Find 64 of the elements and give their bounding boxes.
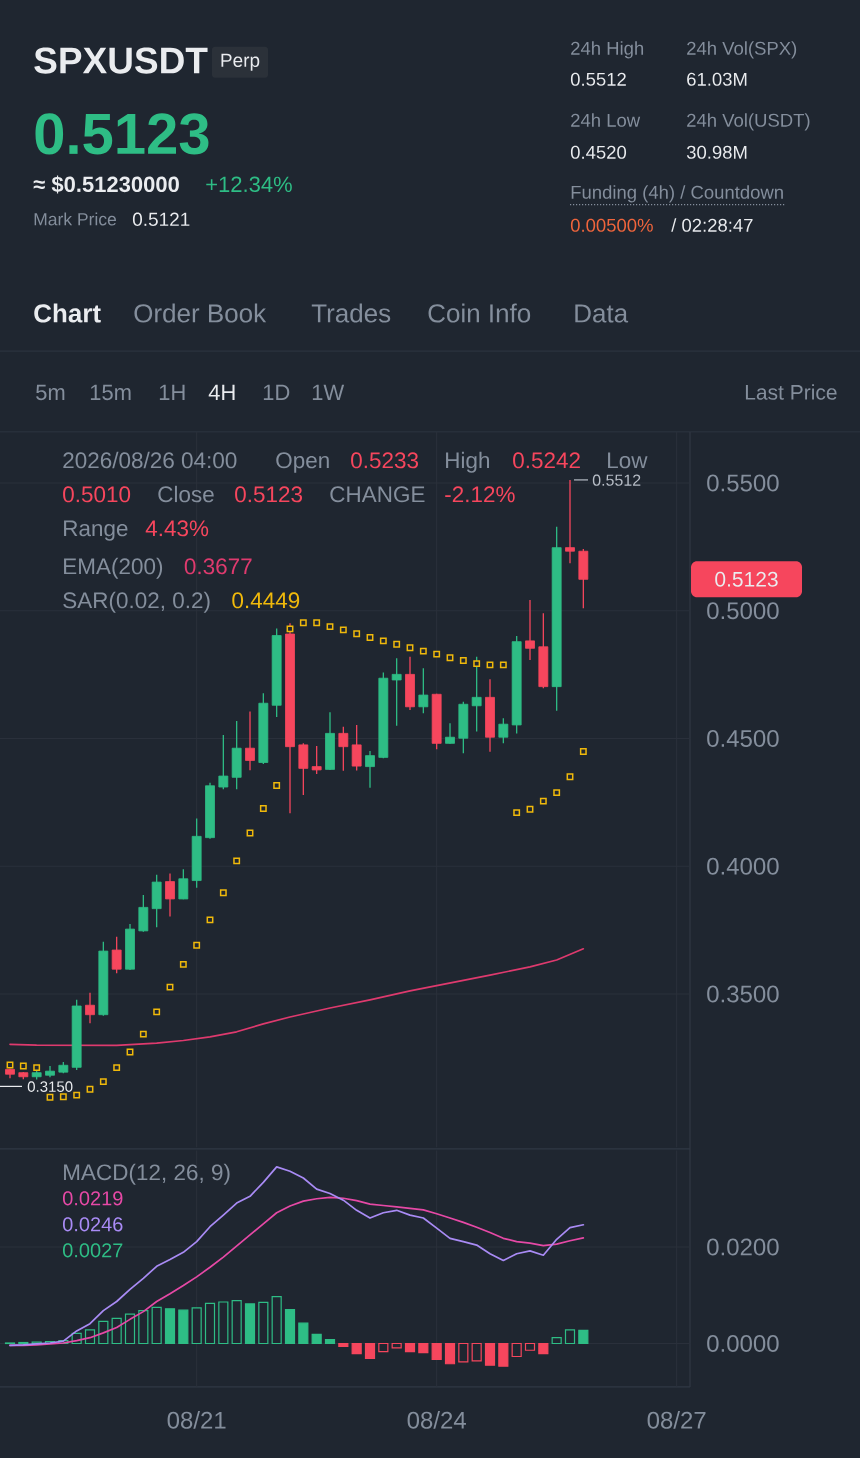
text: +12.34%	[206, 176, 292, 193]
text: ≈ $0.51230000	[33, 175, 179, 194]
text: 1D	[263, 384, 290, 400]
text: 0.5123	[35, 113, 209, 155]
annotation: 0.3150	[27, 1081, 73, 1092]
chart-title: SPXUSDT	[34, 47, 208, 74]
annotation: 0.0219	[62, 1191, 123, 1206]
text: 24h High	[571, 41, 644, 59]
text: MACD(12, 26, 9)	[64, 1163, 230, 1185]
annotation: Close	[158, 485, 214, 503]
annotation: EMA(200)	[64, 557, 163, 579]
annotation: 0.0246	[62, 1217, 123, 1232]
y-tick-label: 0.0200	[707, 1238, 779, 1256]
annotation: -2.12%	[445, 486, 515, 503]
annotation: Open	[276, 452, 329, 473]
text: 0.5512	[570, 72, 626, 86]
annotation: 4.43%	[145, 520, 209, 537]
text: 0.5123	[715, 571, 778, 587]
text: Coin Info	[428, 303, 531, 323]
text: Trades	[311, 303, 391, 323]
y-tick-label: 0.5500	[707, 474, 779, 492]
y-tick-label: 0.4500	[707, 730, 779, 747]
x-tick-label: 08/21	[167, 1411, 226, 1429]
annotation: Low	[608, 452, 648, 469]
annotation: 2026/08/26 04:00	[63, 451, 237, 469]
text: Funding (4h) / Countdown	[571, 185, 783, 203]
text: 24h Low	[571, 113, 641, 127]
annotation: Range	[64, 520, 128, 541]
annotation: 0.5233	[351, 452, 419, 469]
text: 4H	[208, 384, 235, 400]
text: 0.00500%	[570, 218, 653, 232]
y-tick-label: 0.3500	[707, 985, 779, 1003]
annotation: 0.5242	[513, 452, 580, 469]
text: 1H	[159, 384, 185, 400]
y-tick-label: 0.4000	[707, 857, 779, 875]
text: 61.03M	[687, 72, 747, 86]
text: 0.5121	[132, 212, 190, 227]
annotation: CHANGE	[330, 486, 425, 503]
annotation: 0.4449	[232, 592, 300, 609]
text: Chart	[34, 303, 101, 323]
annotation: SAR(0.02, 0.2)	[63, 591, 210, 613]
text: Mark Price	[34, 212, 117, 226]
text: 0.4520	[570, 145, 627, 159]
annotation: 0.3677	[184, 558, 252, 575]
annotation: 0.5512	[592, 474, 641, 486]
text: 30.98M	[686, 145, 747, 159]
annotation: 0.5123	[235, 486, 303, 503]
text: Last Price	[745, 384, 837, 400]
text: 1W	[312, 384, 345, 400]
x-tick-label: 08/27	[647, 1411, 706, 1429]
x-tick-label: 08/24	[407, 1411, 466, 1429]
y-tick-label: 0.0000	[707, 1334, 779, 1352]
annotation: High	[446, 451, 490, 473]
text: 24h Vol(SPX)	[687, 41, 797, 59]
text: Order Book	[134, 303, 267, 323]
annotation: 0.5010	[63, 486, 131, 503]
text: 24h Vol(USDT)	[687, 113, 810, 131]
text: 15m	[90, 384, 131, 401]
text: / 02:28:47	[671, 218, 753, 232]
text: 5m	[36, 384, 65, 401]
text: Perp	[221, 53, 260, 71]
annotation: 0.0027	[62, 1243, 123, 1258]
text: Data	[575, 304, 629, 323]
y-tick-label: 0.5000	[707, 602, 779, 620]
